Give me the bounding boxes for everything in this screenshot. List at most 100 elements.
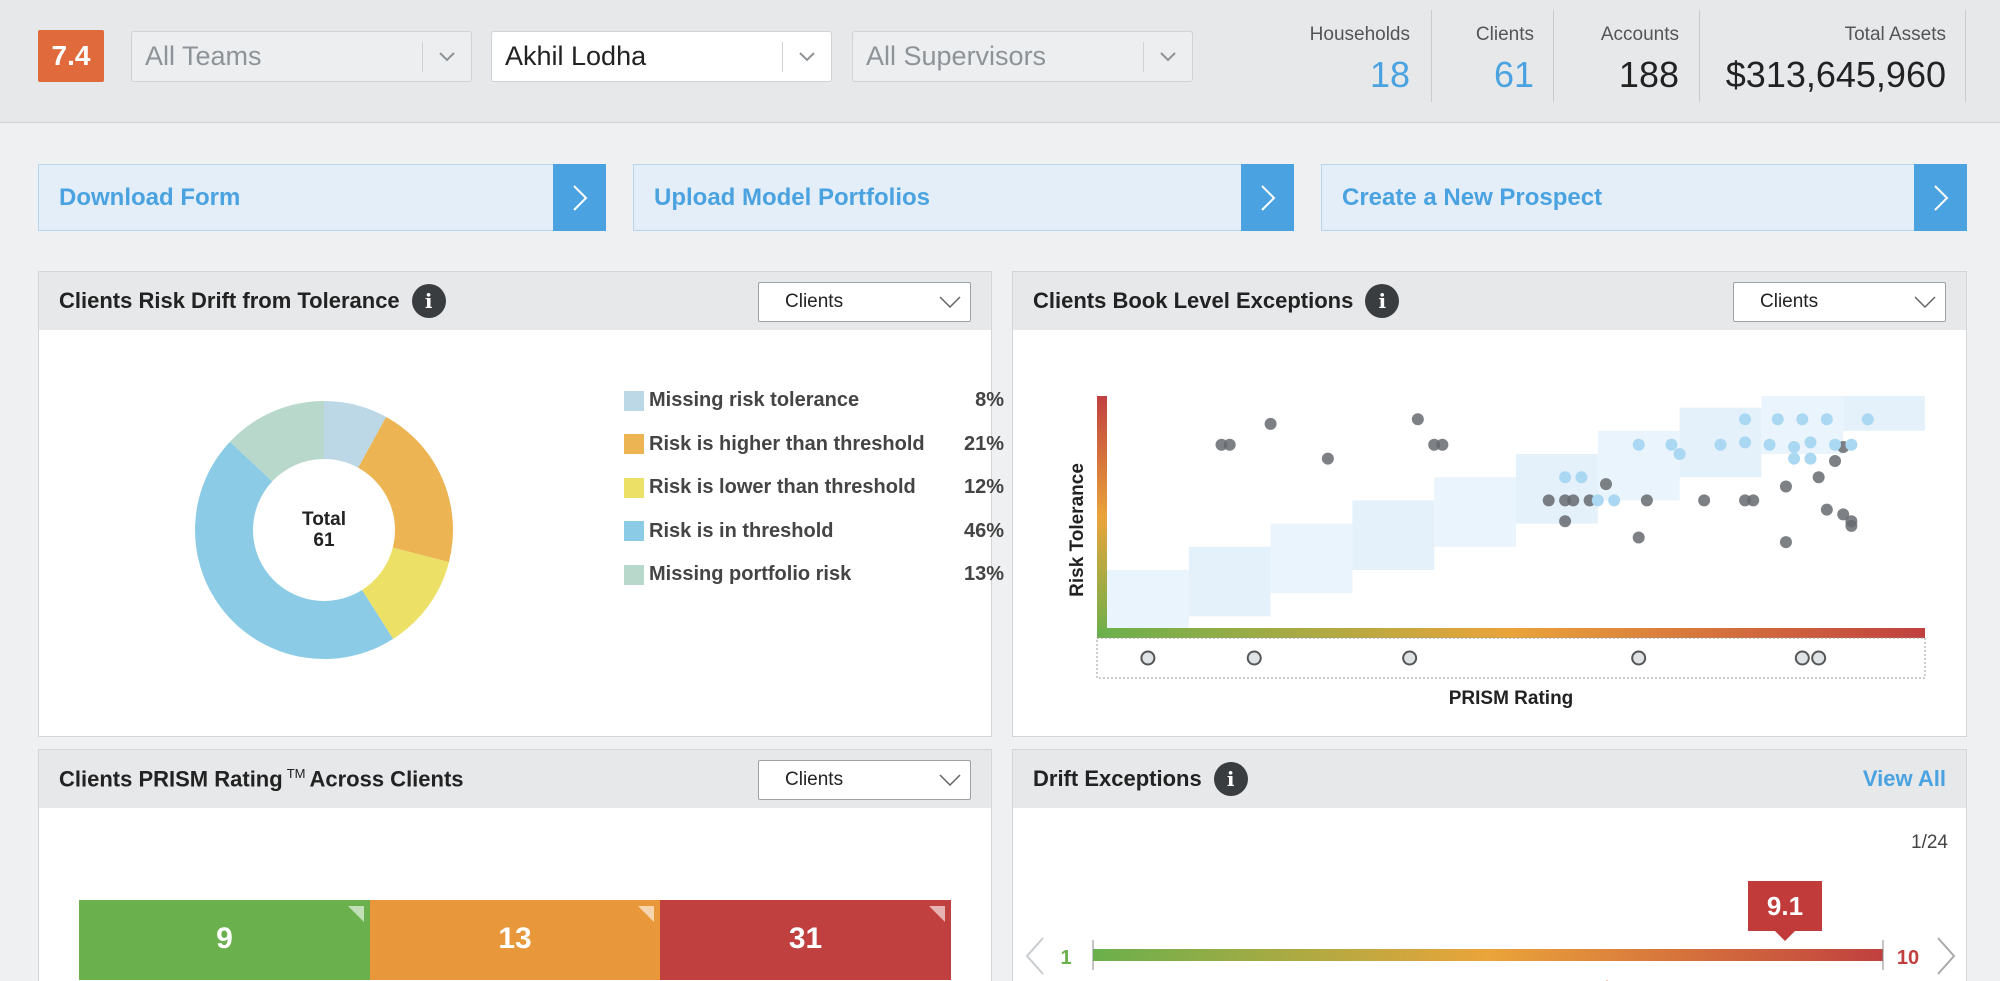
exception-point[interactable] [1779, 536, 1792, 549]
donut-slice[interactable] [229, 401, 324, 482]
prism-bar-high[interactable]: 31 [660, 900, 951, 980]
legend-item[interactable]: Risk is higher than threshold 21% [624, 423, 1004, 467]
exception-point[interactable] [1698, 494, 1711, 507]
scatter-chart: Risk Tolerance PRISM Rating [1067, 396, 1926, 709]
advisor-select[interactable]: Akhil Lodha [491, 31, 832, 82]
chevron-down-icon[interactable] [930, 774, 970, 786]
chevron-down-icon[interactable] [1905, 296, 1945, 308]
in-range-point[interactable] [1608, 494, 1621, 507]
chevron-down-icon[interactable] [423, 51, 471, 62]
in-range-point[interactable] [1739, 436, 1752, 449]
exception-point[interactable] [1845, 519, 1858, 532]
unassigned-point[interactable] [1402, 650, 1418, 666]
in-range-point[interactable] [1739, 413, 1752, 426]
chevron-down-icon[interactable] [783, 51, 831, 62]
legend-item[interactable]: Risk is in threshold 46% [624, 510, 1004, 554]
in-range-point[interactable] [1788, 441, 1801, 454]
unassigned-point[interactable] [1794, 650, 1810, 666]
unassigned-point[interactable] [1631, 650, 1647, 666]
panel-header: Clients Risk Drift from Tolerance i Clie… [39, 272, 991, 330]
book-exceptions-select[interactable]: Clients [1733, 282, 1946, 322]
select-divider [1143, 41, 1144, 72]
donut-slice[interactable] [358, 416, 453, 563]
info-icon[interactable]: i [1213, 762, 1248, 796]
risk-drift-select[interactable]: Clients [758, 282, 971, 322]
prism-rating-select[interactable]: Clients [758, 760, 971, 800]
in-range-point[interactable] [1804, 452, 1817, 465]
in-range-point[interactable] [1820, 413, 1833, 426]
prism-bar-low[interactable]: 9 [79, 900, 370, 980]
in-range-point[interactable] [1796, 413, 1809, 426]
unassigned-point[interactable] [1140, 650, 1156, 666]
unassigned-point[interactable] [1811, 650, 1827, 666]
tolerance-band [1107, 570, 1189, 628]
stat-households[interactable]: Households 18 [1300, 10, 1410, 102]
in-range-point[interactable] [1845, 438, 1858, 451]
in-range-point[interactable] [1591, 494, 1604, 507]
panel-title: Clients PRISM Rating TM Across Clients [59, 766, 464, 792]
exception-point[interactable] [1567, 494, 1580, 507]
in-range-point[interactable] [1771, 413, 1784, 426]
exception-point[interactable] [1812, 471, 1825, 484]
exception-point[interactable] [1779, 480, 1792, 493]
in-range-point[interactable] [1788, 452, 1801, 465]
info-icon[interactable]: i [1365, 284, 1400, 318]
unassigned-point[interactable] [1246, 650, 1262, 666]
in-range-point[interactable] [1714, 438, 1727, 451]
supervisors-select[interactable]: All Supervisors [852, 31, 1193, 82]
in-range-point[interactable] [1763, 438, 1776, 451]
view-all-link[interactable]: View All [1862, 766, 1946, 791]
stat-value[interactable]: 18 [1369, 54, 1410, 95]
exception-point[interactable] [1640, 494, 1653, 507]
chevron-right-icon[interactable] [1914, 164, 1967, 231]
in-range-point[interactable] [1804, 436, 1817, 449]
exception-point[interactable] [1632, 531, 1645, 544]
book-exceptions-panel: Clients Book Level Exceptions i Clients … [1012, 271, 1967, 737]
chevron-down-icon[interactable] [930, 296, 970, 308]
chevron-down-icon[interactable] [1144, 51, 1192, 62]
exception-point[interactable] [1820, 503, 1833, 516]
download-form-button[interactable]: Download Form [38, 164, 606, 231]
upload-model-portfolios-button[interactable]: Upload Model Portfolios [633, 164, 1294, 231]
donut-slice[interactable] [194, 441, 394, 659]
exception-point[interactable] [1829, 454, 1842, 467]
legend-label: Risk is lower than threshold [649, 476, 916, 499]
chevron-right-icon[interactable] [553, 164, 606, 231]
scale-max: 10 [1897, 947, 1919, 969]
prism-bar-medium[interactable]: 13 [370, 900, 660, 980]
exception-point[interactable] [1411, 413, 1424, 426]
in-range-point[interactable] [1559, 471, 1572, 484]
teams-select[interactable]: All Teams [131, 31, 472, 82]
exception-point[interactable] [1837, 508, 1850, 521]
exception-point[interactable] [1599, 478, 1612, 491]
exception-point[interactable] [1436, 438, 1449, 451]
legend-item[interactable]: Missing risk tolerance 8% [624, 379, 1004, 423]
corner-fold-icon [348, 906, 364, 922]
legend-swatch [624, 521, 644, 542]
in-range-point[interactable] [1829, 438, 1842, 451]
stat-clients[interactable]: Clients 61 [1450, 10, 1534, 102]
in-range-point[interactable] [1575, 471, 1588, 484]
in-range-point[interactable] [1632, 438, 1645, 451]
in-range-point[interactable] [1665, 438, 1678, 451]
exception-point[interactable] [1223, 438, 1236, 451]
create-new-prospect-button[interactable]: Create a New Prospect [1321, 164, 1967, 231]
exception-point[interactable] [1747, 494, 1760, 507]
exception-point[interactable] [1559, 515, 1572, 528]
in-range-point[interactable] [1861, 413, 1874, 426]
info-icon[interactable]: i [411, 284, 446, 318]
chevron-right-icon[interactable] [1937, 937, 1956, 975]
exception-point[interactable] [1321, 452, 1334, 465]
chevron-right-icon[interactable] [1241, 164, 1294, 231]
donut-slice[interactable] [324, 401, 387, 468]
donut-slice[interactable] [362, 547, 449, 639]
scale-min: 1 [1060, 947, 1071, 969]
chevron-left-icon[interactable] [1025, 937, 1044, 975]
exception-point[interactable] [1542, 494, 1555, 507]
exception-point[interactable] [1264, 417, 1277, 430]
legend-item[interactable]: Risk is lower than threshold 12% [624, 466, 1004, 510]
legend-item[interactable]: Missing portfolio risk 13% [624, 553, 1004, 597]
in-range-point[interactable] [1673, 448, 1686, 460]
stat-value[interactable]: 61 [1493, 54, 1534, 95]
tolerance-band [1434, 477, 1516, 547]
